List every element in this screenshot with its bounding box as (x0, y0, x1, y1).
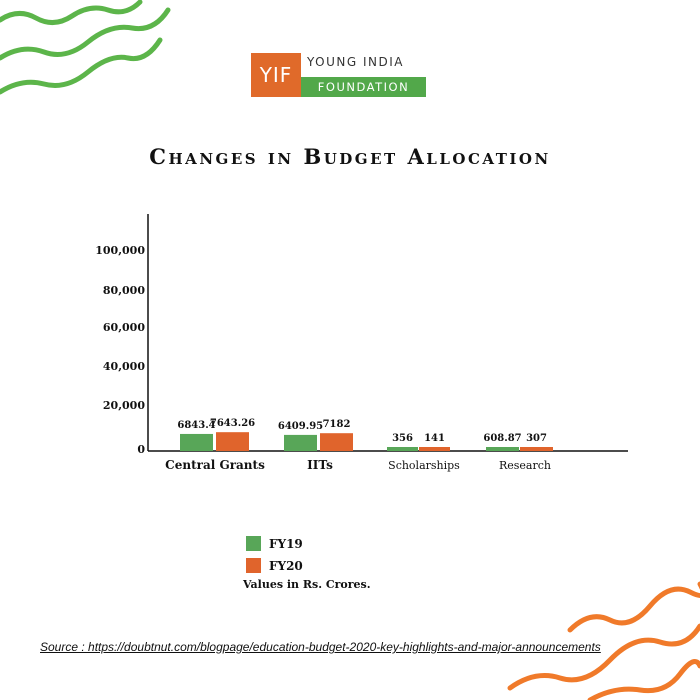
bar-fy19 (486, 447, 519, 451)
y-tick-label: 40,000 (103, 360, 145, 373)
x-category-label: Central Grants (165, 458, 265, 472)
source-link[interactable]: Source : https://doubtnut.com/blogpage/e… (40, 640, 601, 654)
bar-chart: 0 20,000 40,000 60,000 80,000 100,000 6843.4 64… (95, 214, 628, 472)
data-label-fy19: 608.87 (483, 433, 521, 444)
orange-squiggle-line-2 (507, 623, 700, 691)
data-label-fy20: 7643.26 (210, 418, 255, 429)
bar-fy19 (284, 434, 317, 451)
legend-item-fy20: FY20 (246, 558, 303, 573)
green-squiggle-decoration (0, 0, 171, 95)
yif-logo: YIF YOUNG INDIA FOUNDATION (251, 53, 426, 97)
units-note: Values in Rs. Crores. (243, 578, 371, 591)
bar-fy20 (216, 432, 249, 451)
logo-line-1: YOUNG INDIA (307, 55, 404, 69)
x-category-label: IITs (307, 458, 333, 472)
logo-line-2: FOUNDATION (301, 77, 426, 97)
y-tick-label: 20,000 (103, 399, 145, 412)
y-tick-label: 80,000 (103, 284, 145, 297)
bar-fy20 (419, 447, 450, 451)
bar-fy19 (387, 447, 418, 451)
bar-fy20 (520, 447, 553, 451)
logo-mark: YIF (251, 53, 301, 97)
data-label-fy19: 6409.95 (278, 421, 323, 432)
chart-legend: FY19 FY20 (246, 536, 303, 580)
y-tick-label: 60,000 (103, 321, 145, 334)
orange-squiggle-line-1 (567, 581, 700, 633)
data-label-fy20: 307 (526, 433, 547, 444)
data-label-fy20: 141 (424, 433, 445, 444)
green-squiggle-line-3 (0, 37, 163, 95)
x-category-label: Scholarships (388, 459, 460, 472)
orange-squiggle-line-3 (587, 659, 700, 700)
orange-squiggle-decoration (507, 581, 700, 700)
legend-item-fy19: FY19 (246, 536, 303, 551)
bar-fy20 (320, 433, 353, 451)
y-tick-label: 100,000 (95, 244, 145, 257)
chart-title: Changes in Budget Allocation (149, 144, 551, 169)
legend-swatch-fy19 (246, 536, 261, 551)
data-label-fy19: 356 (392, 433, 413, 444)
data-label-fy20: 7182 (323, 419, 351, 430)
legend-swatch-fy20 (246, 558, 261, 573)
green-squiggle-line-2 (0, 7, 171, 61)
legend-label-fy19: FY19 (269, 536, 303, 551)
y-tick-label: 0 (137, 443, 145, 456)
data-label-fy19: 6843.4 (177, 420, 215, 431)
green-squiggle-line-1 (0, 0, 143, 25)
legend-label-fy20: FY20 (269, 558, 303, 573)
bar-fy19 (180, 433, 213, 451)
x-category-label: Research (499, 459, 551, 472)
